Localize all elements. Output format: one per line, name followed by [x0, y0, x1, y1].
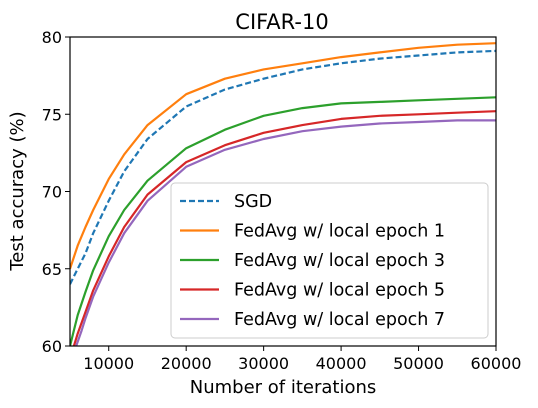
x-axis-label: Number of iterations — [190, 377, 377, 398]
legend-box — [170, 182, 489, 339]
series-line-4 — [72, 110, 496, 346]
legend-label: FedAvg w/ local epoch 1 — [234, 222, 445, 242]
series-line-3 — [70, 96, 496, 346]
series-line-5 — [75, 119, 496, 346]
x-tick-label: 30000 — [238, 354, 289, 373]
x-tick-label: 10000 — [83, 354, 134, 373]
y-tick-label: 70 — [42, 183, 62, 202]
y-tick-label: 60 — [42, 337, 62, 356]
y-axis-label: Test accuracy (%) — [7, 111, 28, 271]
x-tick-label: 20000 — [161, 354, 212, 373]
x-tick-label: 40000 — [316, 354, 367, 373]
legend-label: FedAvg w/ local epoch 7 — [234, 310, 445, 330]
legend-label: SGD — [234, 192, 272, 212]
y-tick-label: 80 — [42, 28, 62, 47]
x-tick-label: 60000 — [471, 354, 522, 373]
ticks-layer: 10000 20000 30000 40000 50000 60000 60 65 70 75 80 — [42, 28, 522, 373]
series-line-1 — [70, 49, 496, 285]
legend: SGD FedAvg w/ local epoch 1 FedAvg w/ loca… — [170, 182, 489, 339]
y-tick-label: 65 — [42, 260, 62, 279]
legend-label: FedAvg w/ local epoch 3 — [234, 251, 445, 271]
legend-label: FedAvg w/ local epoch 5 — [234, 281, 445, 301]
chart-title: CIFAR-10 — [235, 10, 328, 34]
y-tick-label: 75 — [42, 105, 62, 124]
series-layer — [70, 42, 496, 346]
x-tick-label: 50000 — [393, 354, 444, 373]
series-line-2 — [70, 42, 496, 270]
